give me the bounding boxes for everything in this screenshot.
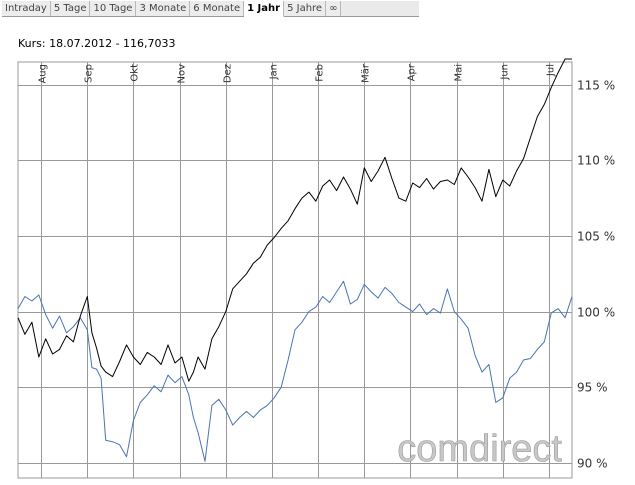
x-tick-label: Jan (269, 64, 280, 80)
plot-area (17, 61, 573, 479)
x-tick-label: Feb (315, 64, 326, 82)
tab-5-tage[interactable]: 5 Tage (50, 1, 91, 16)
x-tick-label: Mär (361, 63, 372, 83)
x-tick-label: Jul (546, 64, 557, 77)
x-tick-label: Sep (84, 64, 95, 83)
tab-max[interactable]: ∞ (326, 1, 342, 16)
price-series-line (17, 58, 572, 382)
y-tick-label: 110 % (577, 154, 615, 168)
price-label: Kurs: 18.07.2012 - 116,7033 (18, 37, 176, 50)
x-tick-label: Apr (407, 63, 418, 81)
x-tick-label: Okt (130, 64, 141, 82)
y-tick-label: 90 % (577, 457, 608, 471)
tab-5-jahre[interactable]: 5 Jahre (284, 1, 327, 16)
x-tick-label: Aug (38, 64, 49, 84)
y-tick-label: 95 % (577, 381, 608, 395)
x-tick-label: Jun (500, 64, 511, 81)
tab-3-monate[interactable]: 3 Monate (136, 1, 191, 16)
benchmark-series-line (17, 280, 573, 462)
x-tick-label: Dez (223, 64, 234, 83)
tab-intraday[interactable]: Intraday (2, 1, 51, 16)
x-tick-label: Mai (454, 64, 465, 82)
y-tick-label: 100 % (577, 306, 615, 320)
x-tick-label: Nov (177, 64, 188, 84)
tab-10-tage[interactable]: 10 Tage (90, 1, 137, 16)
watermark-logo: comdirect (397, 428, 562, 470)
y-tick-label: 105 % (577, 230, 615, 244)
y-tick-label: 115 % (577, 79, 615, 93)
timeframe-tabs: Intraday 5 Tage 10 Tage 3 Monate 6 Monate 1 J… (2, 1, 419, 17)
tab-1-jahr[interactable]: 1 Jahr (244, 1, 285, 17)
tab-6-monate[interactable]: 6 Monate (190, 1, 245, 16)
